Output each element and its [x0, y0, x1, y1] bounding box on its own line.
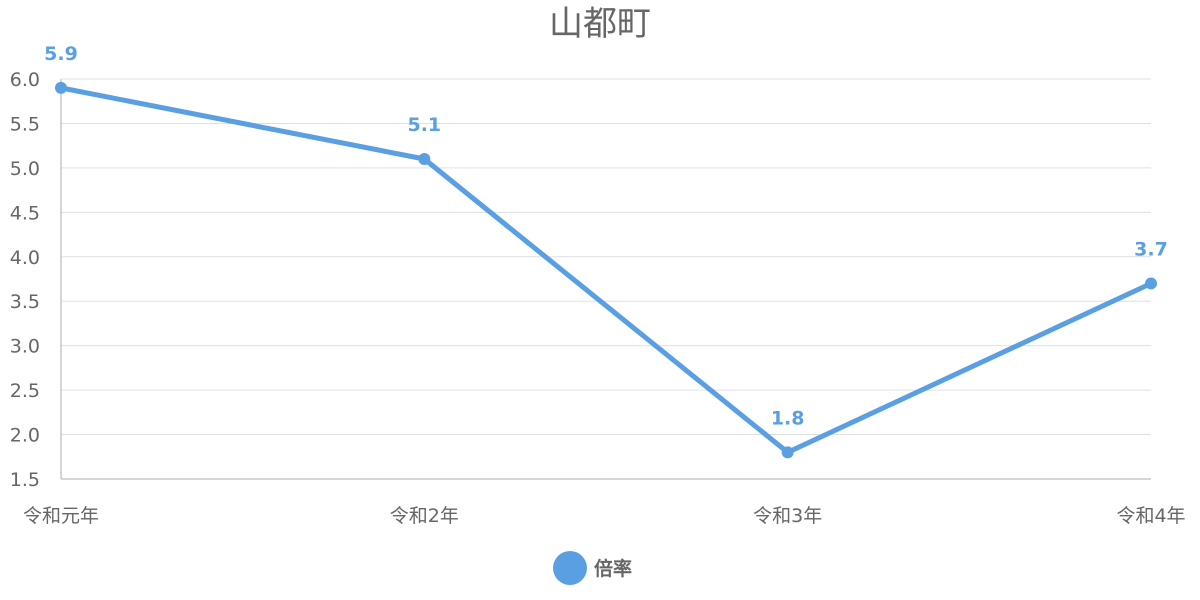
legend-marker[interactable] — [553, 551, 587, 585]
data-point[interactable] — [418, 153, 431, 165]
y-tick-label: 1.5 — [10, 469, 40, 491]
legend-label[interactable]: 倍率 — [594, 557, 632, 580]
y-tick-label: 5.0 — [10, 158, 40, 180]
data-point[interactable] — [55, 81, 67, 94]
x-axis: 令和元年 令和2年 令和3年 令和4年 — [23, 478, 1186, 527]
data-label: 5.1 — [407, 114, 441, 136]
data-label: 1.8 — [771, 407, 805, 429]
y-tick-label: 2.0 — [10, 425, 40, 447]
data-point[interactable] — [1145, 277, 1157, 290]
y-tick-label: 4.5 — [10, 202, 40, 224]
legend[interactable]: 倍率 — [553, 551, 632, 585]
series-line — [58, 85, 1154, 455]
series-layer — [55, 81, 1157, 459]
data-label: 5.9 — [44, 43, 78, 65]
x-tick-label: 令和4年 — [1116, 505, 1185, 527]
y-tick-label: 4.0 — [10, 247, 40, 269]
data-label-layer: 5.9 5.1 1.8 3.7 — [44, 43, 1168, 429]
y-tick-label: 2.5 — [10, 380, 40, 402]
data-label: 3.7 — [1134, 238, 1168, 260]
x-tick-label: 令和2年 — [390, 505, 459, 527]
chart-title: 山都町 — [549, 4, 651, 44]
y-tick-label: 3.5 — [10, 291, 40, 313]
y-tick-label: 6.0 — [10, 69, 40, 91]
grid-layer — [61, 78, 1151, 436]
y-tick-label: 3.0 — [10, 336, 40, 358]
x-tick-label: 令和元年 — [23, 505, 99, 527]
y-tick-label: 5.5 — [10, 113, 40, 135]
x-tick-label: 令和3年 — [753, 505, 822, 527]
data-point[interactable] — [781, 446, 794, 459]
y-axis: 1.5 2.0 2.5 3.0 3.5 4.0 4.5 5.0 5.5 6.0 — [10, 69, 62, 491]
